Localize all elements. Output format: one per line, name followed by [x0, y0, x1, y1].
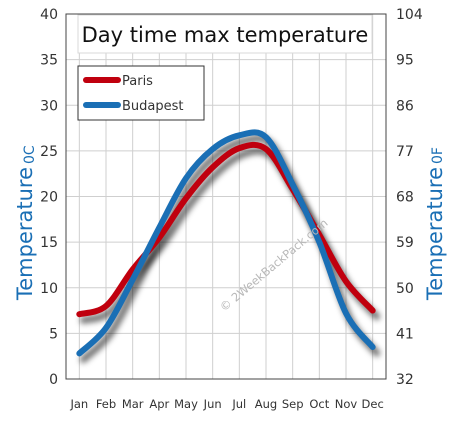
y-tick-left: 10: [40, 281, 58, 297]
y-tick-left: 15: [40, 235, 58, 251]
legend: Paris Budapest: [77, 65, 205, 121]
x-tick-label: Sep: [282, 397, 304, 411]
plot-frame: [65, 13, 387, 380]
left-axis-title: Temperature 0C: [13, 145, 38, 301]
x-tick-label: Aug: [255, 397, 277, 411]
series-line-budapest: [76, 129, 376, 357]
legend-label-budapest: Budapest: [122, 99, 184, 114]
x-tick-label: Jan: [69, 397, 88, 411]
y-tick-right: 77: [396, 144, 414, 160]
y-tick-right: 68: [396, 190, 414, 206]
y-tick-right: 86: [396, 98, 414, 114]
y-tick-left: 30: [40, 98, 58, 114]
y-tick-left: 20: [40, 190, 58, 206]
legend-box: [77, 65, 205, 121]
x-tick-label: Oct: [309, 397, 329, 411]
right-axis-label: Temperature: [423, 167, 447, 301]
x-tick-label: Jun: [203, 397, 222, 411]
y-tick-right: 41: [396, 326, 414, 342]
x-tick-label: Jul: [231, 397, 246, 411]
y-tick-left: 5: [49, 326, 58, 342]
x-tick-label: May: [174, 397, 198, 411]
y-tick-right: 95: [396, 53, 414, 69]
x-tick-label: Apr: [149, 397, 169, 411]
legend-label-paris: Paris: [122, 74, 153, 89]
y-tick-right: 50: [396, 281, 414, 297]
series-layer: [76, 129, 376, 357]
right-axis-title: Temperature 0F: [423, 147, 447, 301]
x-tick-label: Feb: [96, 397, 116, 411]
y-tick-left: 0: [49, 372, 58, 388]
y-tick-left: 40: [40, 7, 58, 23]
y-tick-right: 104: [396, 7, 423, 23]
left-axis-label: Temperature: [13, 167, 37, 301]
x-tick-label: Dec: [362, 397, 384, 411]
series-line-paris: [76, 141, 376, 318]
x-tick-label: Mar: [122, 397, 144, 411]
tick-layer: 0 32 5 41 10 50 15 59 20 68 25 77 30 86 35 95 40 104 Jan Fe…: [40, 7, 423, 411]
left-axis-unit: 0C: [22, 145, 38, 164]
y-tick-left: 25: [40, 144, 58, 160]
y-tick-right: 59: [396, 235, 414, 251]
x-tick-label: Nov: [335, 397, 358, 411]
right-axis-unit: 0F: [430, 147, 446, 164]
chart-title: Day time max temperature: [82, 23, 369, 47]
y-tick-right: 32: [396, 372, 414, 388]
y-tick-left: 35: [40, 53, 58, 69]
chart-title-box: Day time max temperature: [77, 14, 373, 54]
